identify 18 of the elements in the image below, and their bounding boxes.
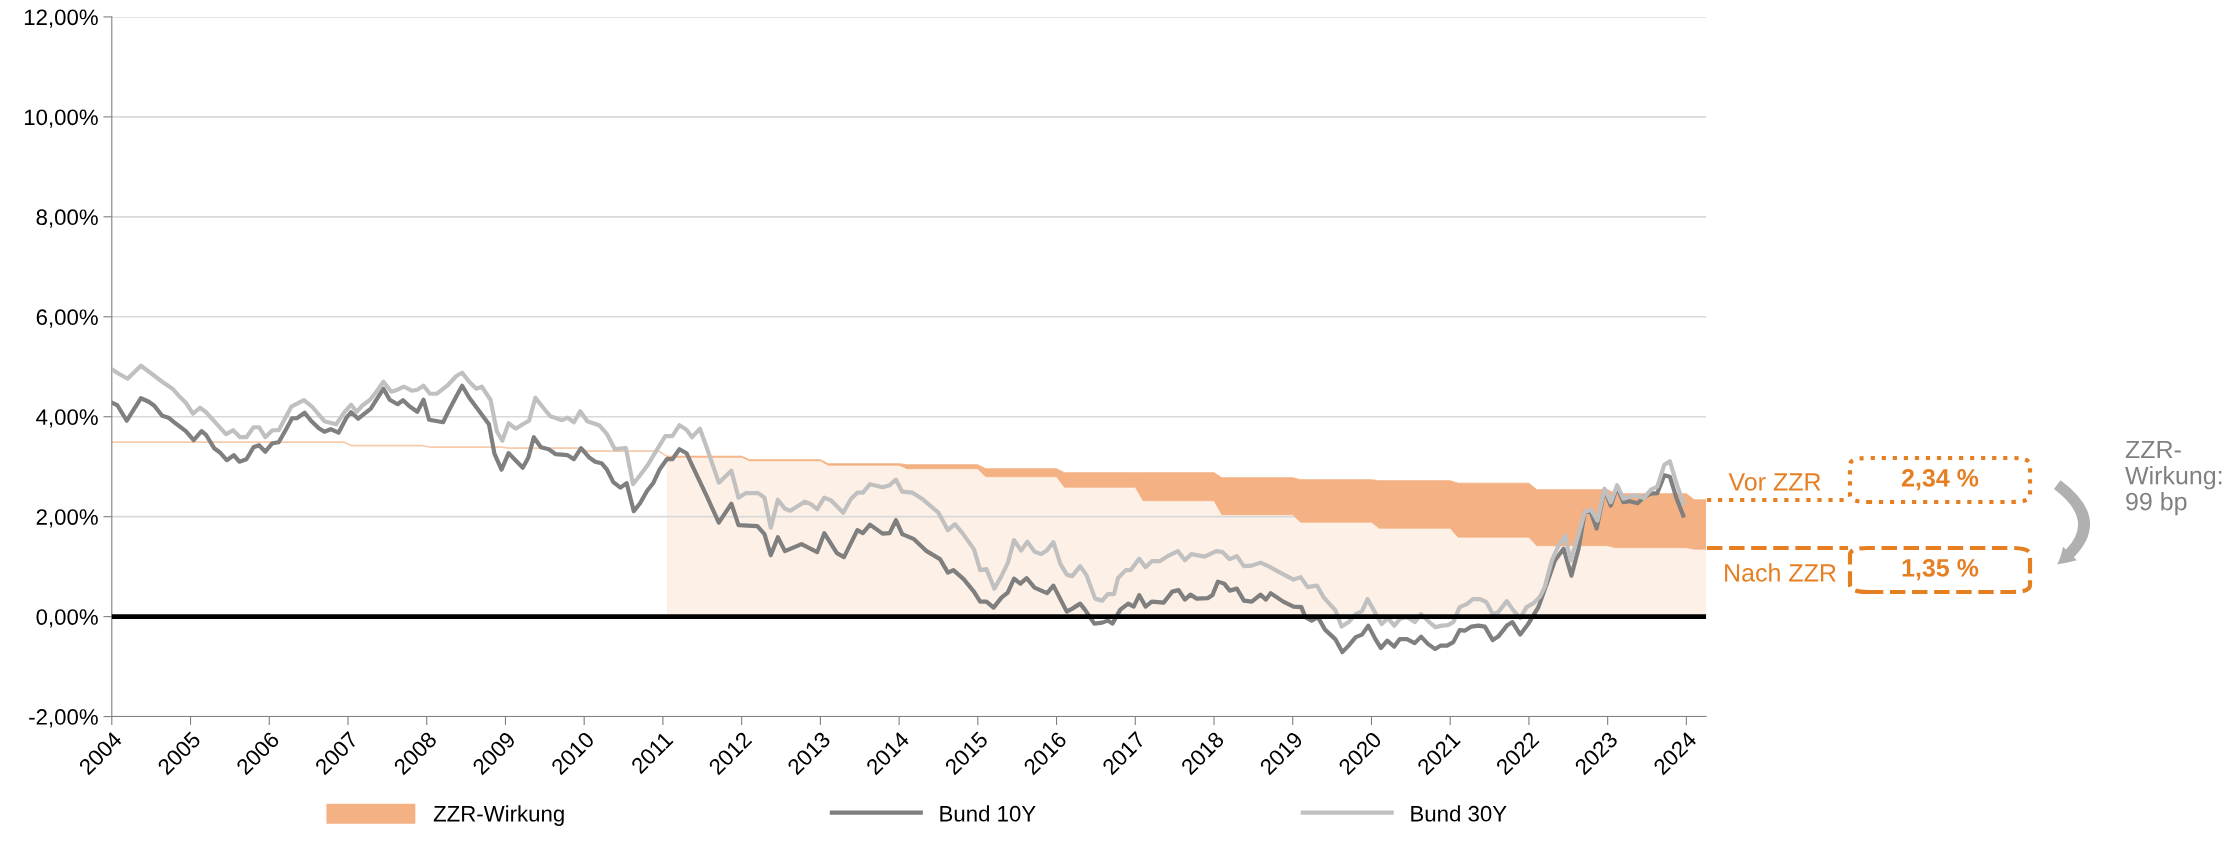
y-tick-label: -2,00% <box>29 709 98 728</box>
y-tick-label: 8,00% <box>36 209 98 228</box>
line-series <box>111 441 668 458</box>
line-series <box>111 363 1686 630</box>
legend-label: ZZR-Wirkung <box>433 805 564 826</box>
text: Nach ZZR <box>1725 563 1836 582</box>
text: 1,35 % <box>1902 559 1979 581</box>
y-tick-label: 10,00% <box>24 109 98 128</box>
y-tick-label: 6,00% <box>36 309 98 328</box>
text: ZZR- Wirkung: 99 bp <box>2125 440 2222 516</box>
y-tick-label: 2,00% <box>36 509 98 528</box>
y-tick-label: 4,00% <box>36 409 98 428</box>
text: Vor ZZR <box>1728 473 1821 491</box>
y-tick-label: 12,00% <box>24 9 98 28</box>
y-tick-label: 0,00% <box>36 609 98 628</box>
text: 2,34 % <box>1901 469 1979 491</box>
legend-label: Bund 10Y <box>940 805 1036 822</box>
legend-label: Bund 30Y <box>1411 805 1507 822</box>
